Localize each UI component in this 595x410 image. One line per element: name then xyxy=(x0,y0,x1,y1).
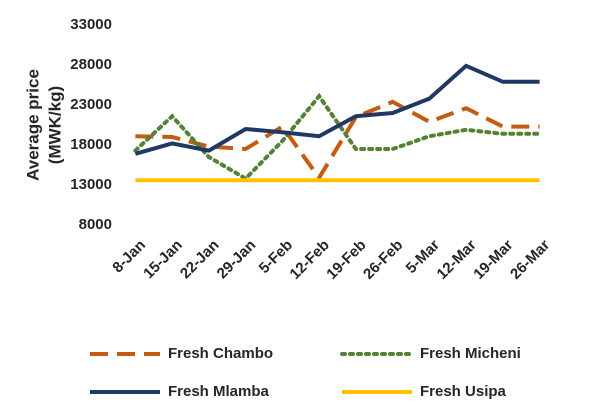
y-tick-label: 13000 xyxy=(70,176,112,193)
series-line xyxy=(134,63,540,156)
x-tick-label: 12-Feb xyxy=(287,237,333,283)
y-tick-label: 33000 xyxy=(70,16,112,33)
y-tick-label: 8000 xyxy=(79,216,112,233)
series-line xyxy=(135,99,540,182)
y-tick-label: 28000 xyxy=(70,56,112,73)
y-tick-label: 18000 xyxy=(70,136,112,153)
legend-label: Fresh Usipa xyxy=(420,383,507,400)
y-axis-label: Average price xyxy=(23,69,42,181)
x-tick-label: 22-Jan xyxy=(177,237,223,283)
y-axis-label: (MWK/kg) xyxy=(45,86,64,164)
x-tick-label: 19-Feb xyxy=(323,237,369,283)
x-tick-label: 26-Mar xyxy=(507,237,553,283)
series-line xyxy=(133,92,542,182)
legend-label: Fresh Micheni xyxy=(420,345,521,362)
legend-label: Fresh Chambo xyxy=(168,345,273,362)
y-tick-label: 23000 xyxy=(70,96,112,113)
x-tick-label: 29-Jan xyxy=(214,237,260,283)
legend-label: Fresh Mlamba xyxy=(168,383,270,400)
x-tick-label: 15-Jan xyxy=(140,237,186,283)
x-tick-label: 12-Mar xyxy=(434,237,480,283)
x-tick-label: 26-Feb xyxy=(360,237,406,283)
x-tick-label: 19-Mar xyxy=(470,237,516,283)
